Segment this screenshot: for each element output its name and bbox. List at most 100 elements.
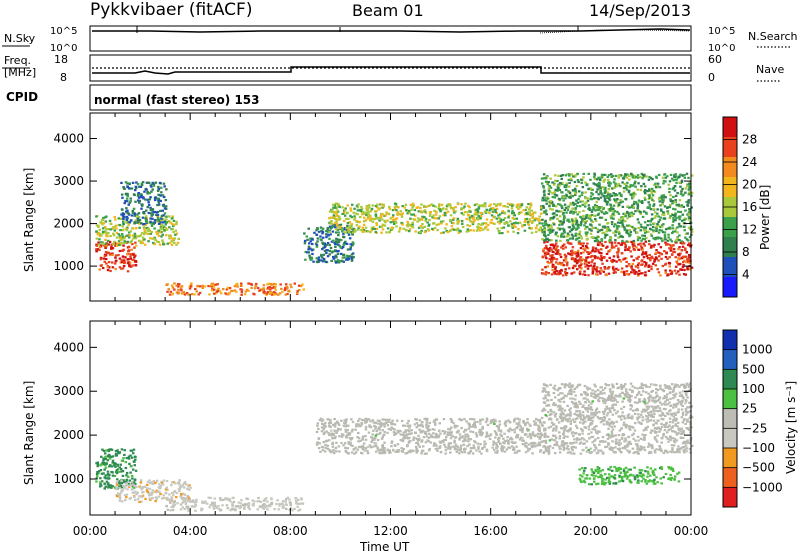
echo-cell	[624, 246, 627, 249]
echo-cell	[418, 219, 421, 222]
echo-cell	[374, 230, 377, 234]
echo-cell	[374, 421, 377, 424]
echo-cell	[141, 236, 145, 239]
echo-cell	[648, 196, 651, 199]
echo-cell	[382, 448, 385, 451]
echo-cell	[156, 217, 160, 220]
echo-cell	[135, 181, 138, 184]
echo-cell	[374, 427, 377, 430]
colorbar-tick-label: 24	[742, 155, 757, 169]
echo-cell	[654, 214, 658, 218]
echo-cell	[123, 494, 127, 497]
echo-cell	[598, 183, 601, 186]
echo-cell	[105, 449, 108, 452]
echo-cell	[286, 292, 289, 296]
echo-cell	[600, 252, 603, 255]
echo-cell	[140, 500, 143, 503]
echo-cell	[477, 447, 480, 450]
echo-cell	[557, 188, 560, 191]
echo-cell	[232, 500, 236, 503]
echo-cell	[671, 214, 675, 217]
echo-cell	[100, 480, 104, 483]
echo-cell	[157, 486, 161, 489]
echo-cell	[317, 447, 321, 450]
echo-cell	[143, 485, 147, 488]
echo-cell	[657, 197, 661, 200]
echo-cell	[175, 496, 178, 499]
echo-cell	[270, 283, 273, 286]
echo-cell	[624, 220, 627, 223]
echo-cell	[106, 269, 110, 272]
echo-cell	[551, 217, 555, 220]
echo-cell	[257, 496, 260, 500]
echo-cell	[469, 430, 472, 433]
echo-cell	[531, 216, 534, 219]
echo-cell	[165, 215, 168, 218]
echo-cell	[334, 435, 337, 438]
echo-cell	[570, 210, 573, 213]
echo-cell	[594, 209, 597, 212]
echo-cell	[126, 226, 129, 229]
echo-cell	[397, 230, 401, 233]
echo-cell	[488, 212, 491, 215]
echo-cell	[102, 461, 106, 465]
echo-cell	[134, 469, 138, 472]
echo-cell	[172, 219, 176, 222]
echo-cell	[345, 418, 348, 421]
echo-cell	[339, 246, 342, 249]
echo-cell	[173, 288, 176, 291]
echo-cell	[545, 237, 548, 240]
echo-cell	[338, 450, 341, 453]
echo-cell	[553, 272, 557, 275]
echo-cell	[334, 260, 337, 263]
echo-cell	[661, 201, 664, 204]
echo-cell	[408, 436, 411, 439]
echo-cell	[514, 225, 517, 229]
echo-cell	[677, 263, 680, 266]
echo-cell	[604, 240, 607, 244]
echo-cell	[382, 452, 385, 455]
echo-cell	[127, 245, 131, 248]
echo-cell	[337, 427, 340, 430]
echo-cell	[612, 246, 616, 249]
echo-cell	[445, 208, 448, 211]
echo-cell	[346, 231, 349, 234]
echo-cell	[675, 272, 678, 275]
echo-cell	[475, 213, 478, 216]
echo-cell	[343, 209, 347, 212]
echo-cell	[402, 431, 406, 434]
echo-cell	[550, 226, 553, 229]
echo-cell	[539, 435, 542, 438]
echo-cell	[503, 450, 507, 453]
echo-cell	[397, 431, 400, 434]
echo-cell	[127, 258, 130, 261]
echo-cell	[503, 217, 507, 220]
echo-cell	[289, 507, 293, 510]
echo-cell	[630, 211, 633, 214]
echo-cell	[125, 471, 129, 475]
echo-cell	[627, 263, 631, 266]
echo-cell	[598, 223, 601, 226]
echo-cell	[297, 509, 300, 512]
echo-cell	[426, 427, 430, 430]
echo-cell	[435, 444, 438, 447]
echo-cell	[335, 212, 338, 215]
echo-cell	[509, 436, 513, 439]
echo-cell	[579, 243, 583, 246]
echo-cell	[126, 240, 130, 243]
echo-cell	[121, 474, 125, 477]
echo-cell	[632, 212, 635, 215]
echo-cell	[160, 227, 164, 230]
echo-cell	[163, 207, 167, 210]
echo-cell	[639, 242, 642, 245]
echo-cell	[502, 446, 506, 449]
echo-cell	[469, 418, 472, 421]
echo-cell	[558, 227, 562, 230]
echo-cell	[605, 230, 608, 233]
echo-cell	[328, 421, 332, 424]
echo-cell	[116, 480, 119, 483]
echo-cell	[141, 216, 145, 219]
echo-cell	[683, 225, 686, 228]
echo-cell	[264, 504, 268, 508]
echo-cell	[157, 203, 161, 206]
